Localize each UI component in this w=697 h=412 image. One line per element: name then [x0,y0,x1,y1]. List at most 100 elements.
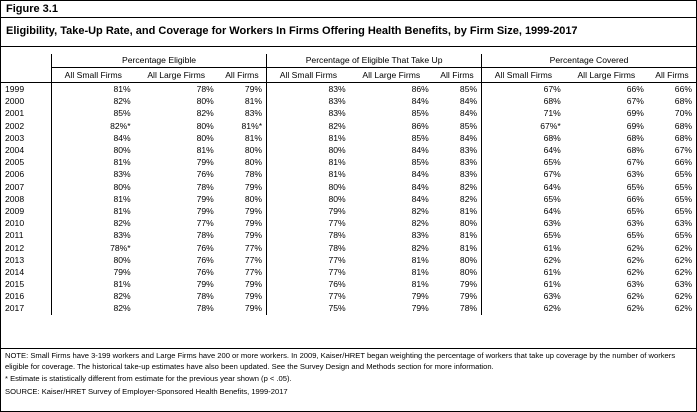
value-cell: 81% [196,145,214,156]
value-cell: 83% [244,108,263,119]
value-cell: 85% [411,108,429,119]
value-cell: 63% [626,279,644,290]
table-row: 2004 80% 81% 80% 80% 84% 83% 64% 68% 67% [1,143,696,157]
value-cell: 81% [50,82,135,96]
table-row: 2010 82% 77% 79% 77% 82% 80% 63% 63% 63% [1,217,696,230]
value-cell: 79% [244,279,263,290]
data-table: Percentage Eligible Percentage of Eligib… [1,54,696,315]
value-cell: 78% [196,84,214,95]
value-cell: 76% [196,242,214,253]
value-cell: 79% [266,204,350,218]
year-cell: 2017 [5,303,25,314]
value-cell: 83% [50,168,135,181]
value-cell: 81% [459,205,478,216]
value-cell: 79% [196,157,214,168]
value-cell: 67% [626,96,644,107]
value-cell: 84% [411,145,429,156]
column-header: All Firms [647,67,696,83]
value-cell: 65% [674,181,692,192]
value-cell: 79% [196,193,214,204]
value-cell: 67% [481,82,565,96]
value-cell: 62% [674,242,692,253]
value-cell: 83% [266,107,350,120]
value-cell: 78% [196,181,214,192]
value-cell: 81% [266,168,350,181]
value-cell: 78% [459,303,478,314]
value-cell: 80% [459,254,478,265]
value-cell: 67% [626,157,644,168]
value-cell: 78% [196,230,214,241]
value-cell: 62% [481,253,565,266]
year-cell: 2005 [5,157,25,168]
value-cell: 78% [196,291,214,302]
value-cell: 66% [674,157,692,168]
value-cell: 63% [674,218,692,229]
table-row: 2013 80% 76% 77% 77% 81% 80% 62% 62% 62% [1,253,696,266]
value-cell: 82%* [50,119,135,132]
value-cell: 78% [196,303,214,314]
value-cell: 85% [411,132,429,143]
title-divider-top [1,17,696,18]
value-cell: 83% [459,145,478,156]
value-cell: 82% [266,119,350,132]
year-cell: 2016 [5,291,25,302]
value-cell: 79% [459,291,478,302]
value-cell: 65% [674,205,692,216]
value-cell: 79% [244,205,263,216]
value-cell: 77% [266,217,350,230]
table-row: 2014 79% 76% 77% 77% 81% 80% 61% 62% 62% [1,265,696,278]
value-cell: 83% [459,169,478,180]
value-cell: 79% [244,84,263,95]
value-cell: 77% [244,242,263,253]
value-cell: 62% [674,266,692,277]
value-cell: 84% [411,181,429,192]
value-cell: 86% [411,84,429,95]
value-cell: 68% [674,96,692,107]
year-cell: 2000 [5,96,25,107]
value-cell: 80% [244,157,263,168]
value-cell: 65% [626,181,644,192]
table-body: 1999 81% 78% 79% 83% 86% 85% 67% 66% 66% 2000 82% 80… [1,82,696,315]
value-cell: 83% [411,230,429,241]
value-cell: 65% [481,192,565,205]
value-cell: 68% [674,132,692,143]
value-cell: 65% [674,193,692,204]
table-row: 2000 82% 80% 81% 83% 84% 84% 68% 67% 68% [1,95,696,108]
value-cell: 80% [266,192,350,205]
value-cell: 81% [411,266,429,277]
value-cell: 76% [196,266,214,277]
value-cell: 65% [674,169,692,180]
value-cell: 82% [459,193,478,204]
table-row: 2008 81% 79% 80% 80% 84% 82% 65% 66% 65% [1,192,696,205]
value-cell: 79% [196,279,214,290]
value-cell: 83% [266,82,350,96]
column-header: All Small Firms [266,67,350,83]
table-row: 2003 84% 80% 81% 81% 85% 84% 68% 68% 68% [1,131,696,144]
value-cell: 63% [481,217,565,230]
value-cell: 80% [50,143,135,157]
year-cell: 2012 [5,242,25,253]
value-cell: 62% [626,266,644,277]
value-cell: 82% [411,205,429,216]
value-cell: 81% [411,254,429,265]
value-cell: 79% [411,303,429,314]
figure-label: Figure 3.1 [6,3,58,15]
value-cell: 65% [481,229,565,242]
year-cell: 2007 [5,181,25,192]
table-row: 2015 81% 79% 79% 76% 81% 79% 61% 63% 63% [1,278,696,291]
value-cell: 69% [626,120,644,131]
value-cell: 62% [626,291,644,302]
value-cell: 81% [459,230,478,241]
value-cell: 77% [196,218,214,229]
value-cell: 62% [674,303,692,314]
value-cell: 80% [266,180,350,193]
value-cell: 82% [50,302,135,315]
value-cell: 81% [459,242,478,253]
year-cell: 2004 [5,145,25,156]
column-header: All Large Firms [564,67,648,83]
column-header: All Firms [432,67,482,83]
value-cell: 66% [674,84,692,95]
value-cell: 80% [459,266,478,277]
value-cell: 79% [196,205,214,216]
table-row: 2017 82% 78% 79% 75% 79% 78% 62% 62% 62% [1,302,696,315]
